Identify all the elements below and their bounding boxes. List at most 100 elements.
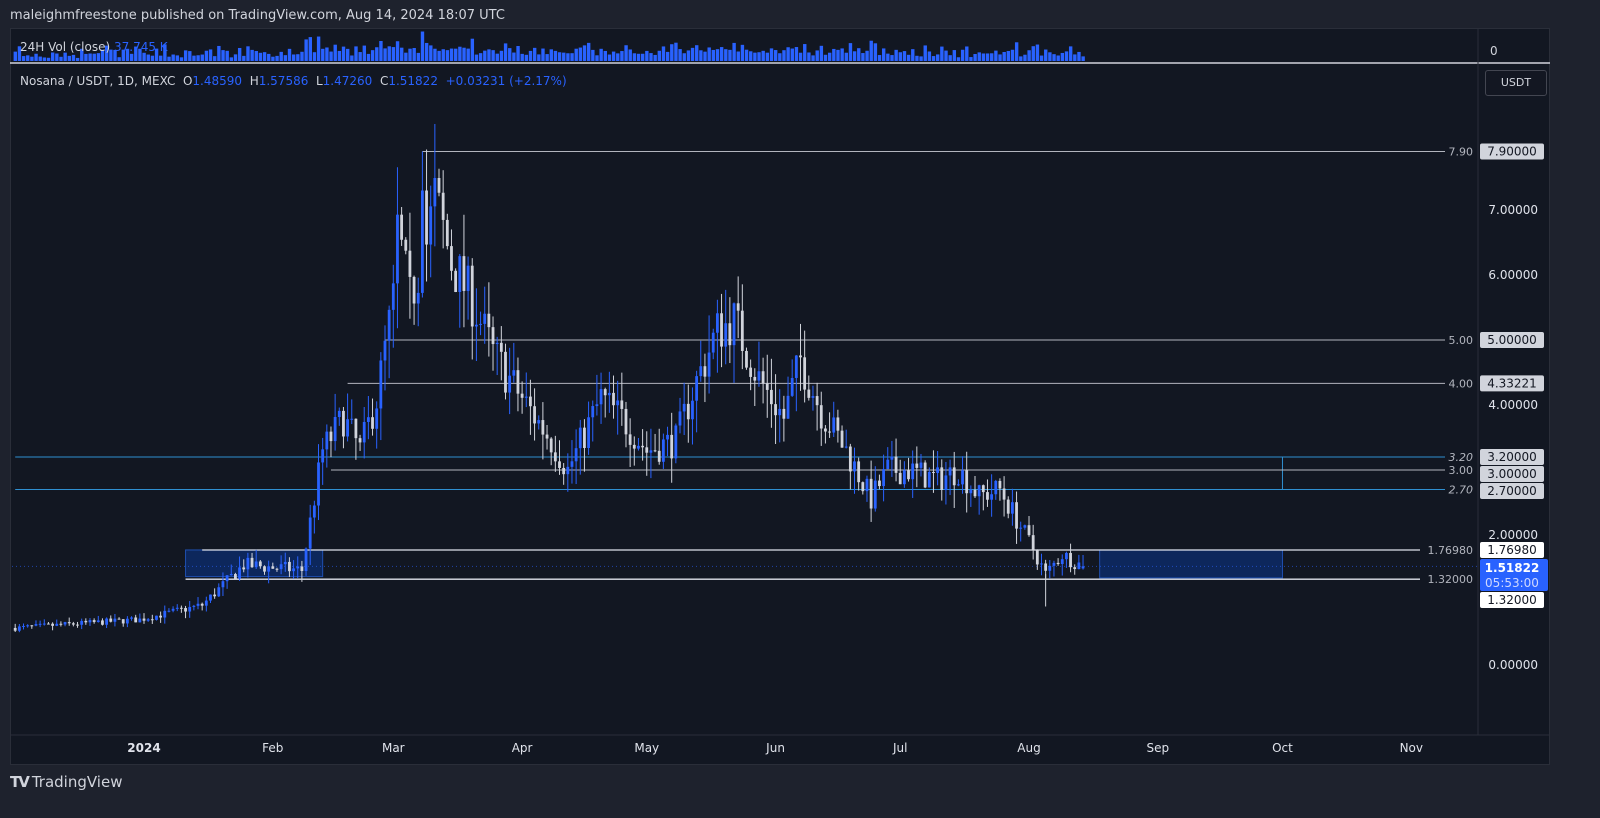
candle[interactable]: [250, 552, 254, 568]
candle[interactable]: [632, 436, 636, 466]
candle[interactable]: [317, 444, 320, 521]
candle[interactable]: [844, 429, 848, 449]
candle[interactable]: [42, 619, 46, 626]
candle[interactable]: [902, 461, 906, 488]
candle[interactable]: [836, 409, 840, 443]
candle[interactable]: [574, 429, 578, 485]
candle[interactable]: [1073, 564, 1077, 575]
candle[interactable]: [429, 185, 433, 278]
candle[interactable]: [416, 277, 420, 327]
candle[interactable]: [1060, 554, 1064, 576]
candle[interactable]: [703, 353, 707, 403]
candle[interactable]: [807, 375, 811, 401]
candle[interactable]: [179, 605, 183, 613]
candle[interactable]: [159, 611, 163, 623]
candle[interactable]: [462, 214, 466, 328]
candle[interactable]: [121, 619, 125, 627]
candle[interactable]: [765, 354, 769, 418]
candle[interactable]: [1027, 516, 1031, 537]
candle[interactable]: [761, 357, 765, 404]
candle[interactable]: [479, 311, 482, 336]
candle[interactable]: [184, 605, 187, 619]
candle[interactable]: [1077, 554, 1081, 570]
candle[interactable]: [745, 347, 748, 370]
candle[interactable]: [1031, 524, 1035, 560]
candle[interactable]: [13, 623, 17, 633]
candle[interactable]: [911, 450, 915, 498]
candle[interactable]: [628, 418, 632, 468]
candle[interactable]: [454, 268, 458, 293]
candle[interactable]: [770, 358, 773, 428]
candle[interactable]: [254, 549, 258, 569]
candle[interactable]: [711, 328, 715, 360]
candle[interactable]: [529, 379, 532, 435]
candle[interactable]: [882, 454, 885, 502]
candle[interactable]: [38, 620, 42, 628]
candle[interactable]: [271, 562, 275, 569]
candle[interactable]: [736, 276, 740, 339]
candle[interactable]: [919, 453, 923, 477]
candle[interactable]: [117, 617, 121, 620]
candle[interactable]: [1065, 551, 1068, 568]
candle[interactable]: [300, 560, 304, 582]
candle[interactable]: [1010, 488, 1014, 526]
candle[interactable]: [325, 424, 329, 468]
candle[interactable]: [101, 618, 104, 626]
candle[interactable]: [1023, 524, 1027, 530]
candle[interactable]: [840, 425, 844, 448]
candle[interactable]: [832, 401, 836, 438]
candle[interactable]: [740, 284, 744, 370]
candle[interactable]: [533, 388, 536, 441]
candle[interactable]: [799, 323, 802, 391]
candle[interactable]: [794, 355, 798, 412]
candle[interactable]: [445, 213, 449, 250]
candle[interactable]: [815, 382, 819, 431]
candle[interactable]: [965, 451, 969, 513]
candle[interactable]: [51, 622, 54, 631]
candle[interactable]: [346, 393, 349, 442]
candle[interactable]: [724, 289, 728, 365]
candle[interactable]: [350, 399, 354, 425]
candle[interactable]: [649, 428, 653, 479]
tradingview-logo[interactable]: TV TradingView: [10, 773, 122, 791]
candle[interactable]: [88, 618, 92, 626]
candle[interactable]: [853, 447, 856, 494]
candle[interactable]: [803, 330, 807, 403]
candle[interactable]: [404, 237, 408, 255]
candle[interactable]: [47, 621, 50, 625]
candle[interactable]: [487, 282, 491, 357]
candle[interactable]: [537, 415, 541, 430]
candle[interactable]: [657, 428, 661, 465]
candle[interactable]: [915, 446, 919, 488]
candle[interactable]: [670, 412, 674, 483]
candle[interactable]: [890, 440, 894, 477]
candle[interactable]: [587, 401, 590, 455]
candle[interactable]: [267, 560, 271, 584]
candle[interactable]: [757, 341, 761, 387]
candle[interactable]: [948, 459, 952, 496]
candle[interactable]: [92, 618, 96, 624]
candle[interactable]: [678, 397, 682, 434]
symbol-title[interactable]: Nosana / USDT, 1D, MEXC: [20, 74, 176, 88]
candle[interactable]: [583, 419, 586, 472]
candle[interactable]: [167, 608, 171, 613]
candle[interactable]: [475, 288, 478, 362]
candle[interactable]: [425, 149, 428, 282]
candle[interactable]: [396, 167, 399, 329]
candle[interactable]: [312, 500, 316, 534]
candle[interactable]: [620, 372, 624, 426]
candle[interactable]: [981, 484, 985, 511]
candle[interactable]: [109, 615, 113, 623]
candle[interactable]: [1006, 496, 1010, 519]
candle[interactable]: [961, 456, 964, 494]
candle[interactable]: [1056, 558, 1060, 566]
candle[interactable]: [512, 342, 516, 383]
candle[interactable]: [450, 229, 453, 281]
candle[interactable]: [715, 299, 719, 373]
candle[interactable]: [229, 564, 233, 576]
candle[interactable]: [499, 326, 503, 381]
candle[interactable]: [150, 614, 154, 624]
candle[interactable]: [973, 476, 977, 498]
candle[interactable]: [383, 325, 387, 391]
candle[interactable]: [105, 617, 109, 629]
